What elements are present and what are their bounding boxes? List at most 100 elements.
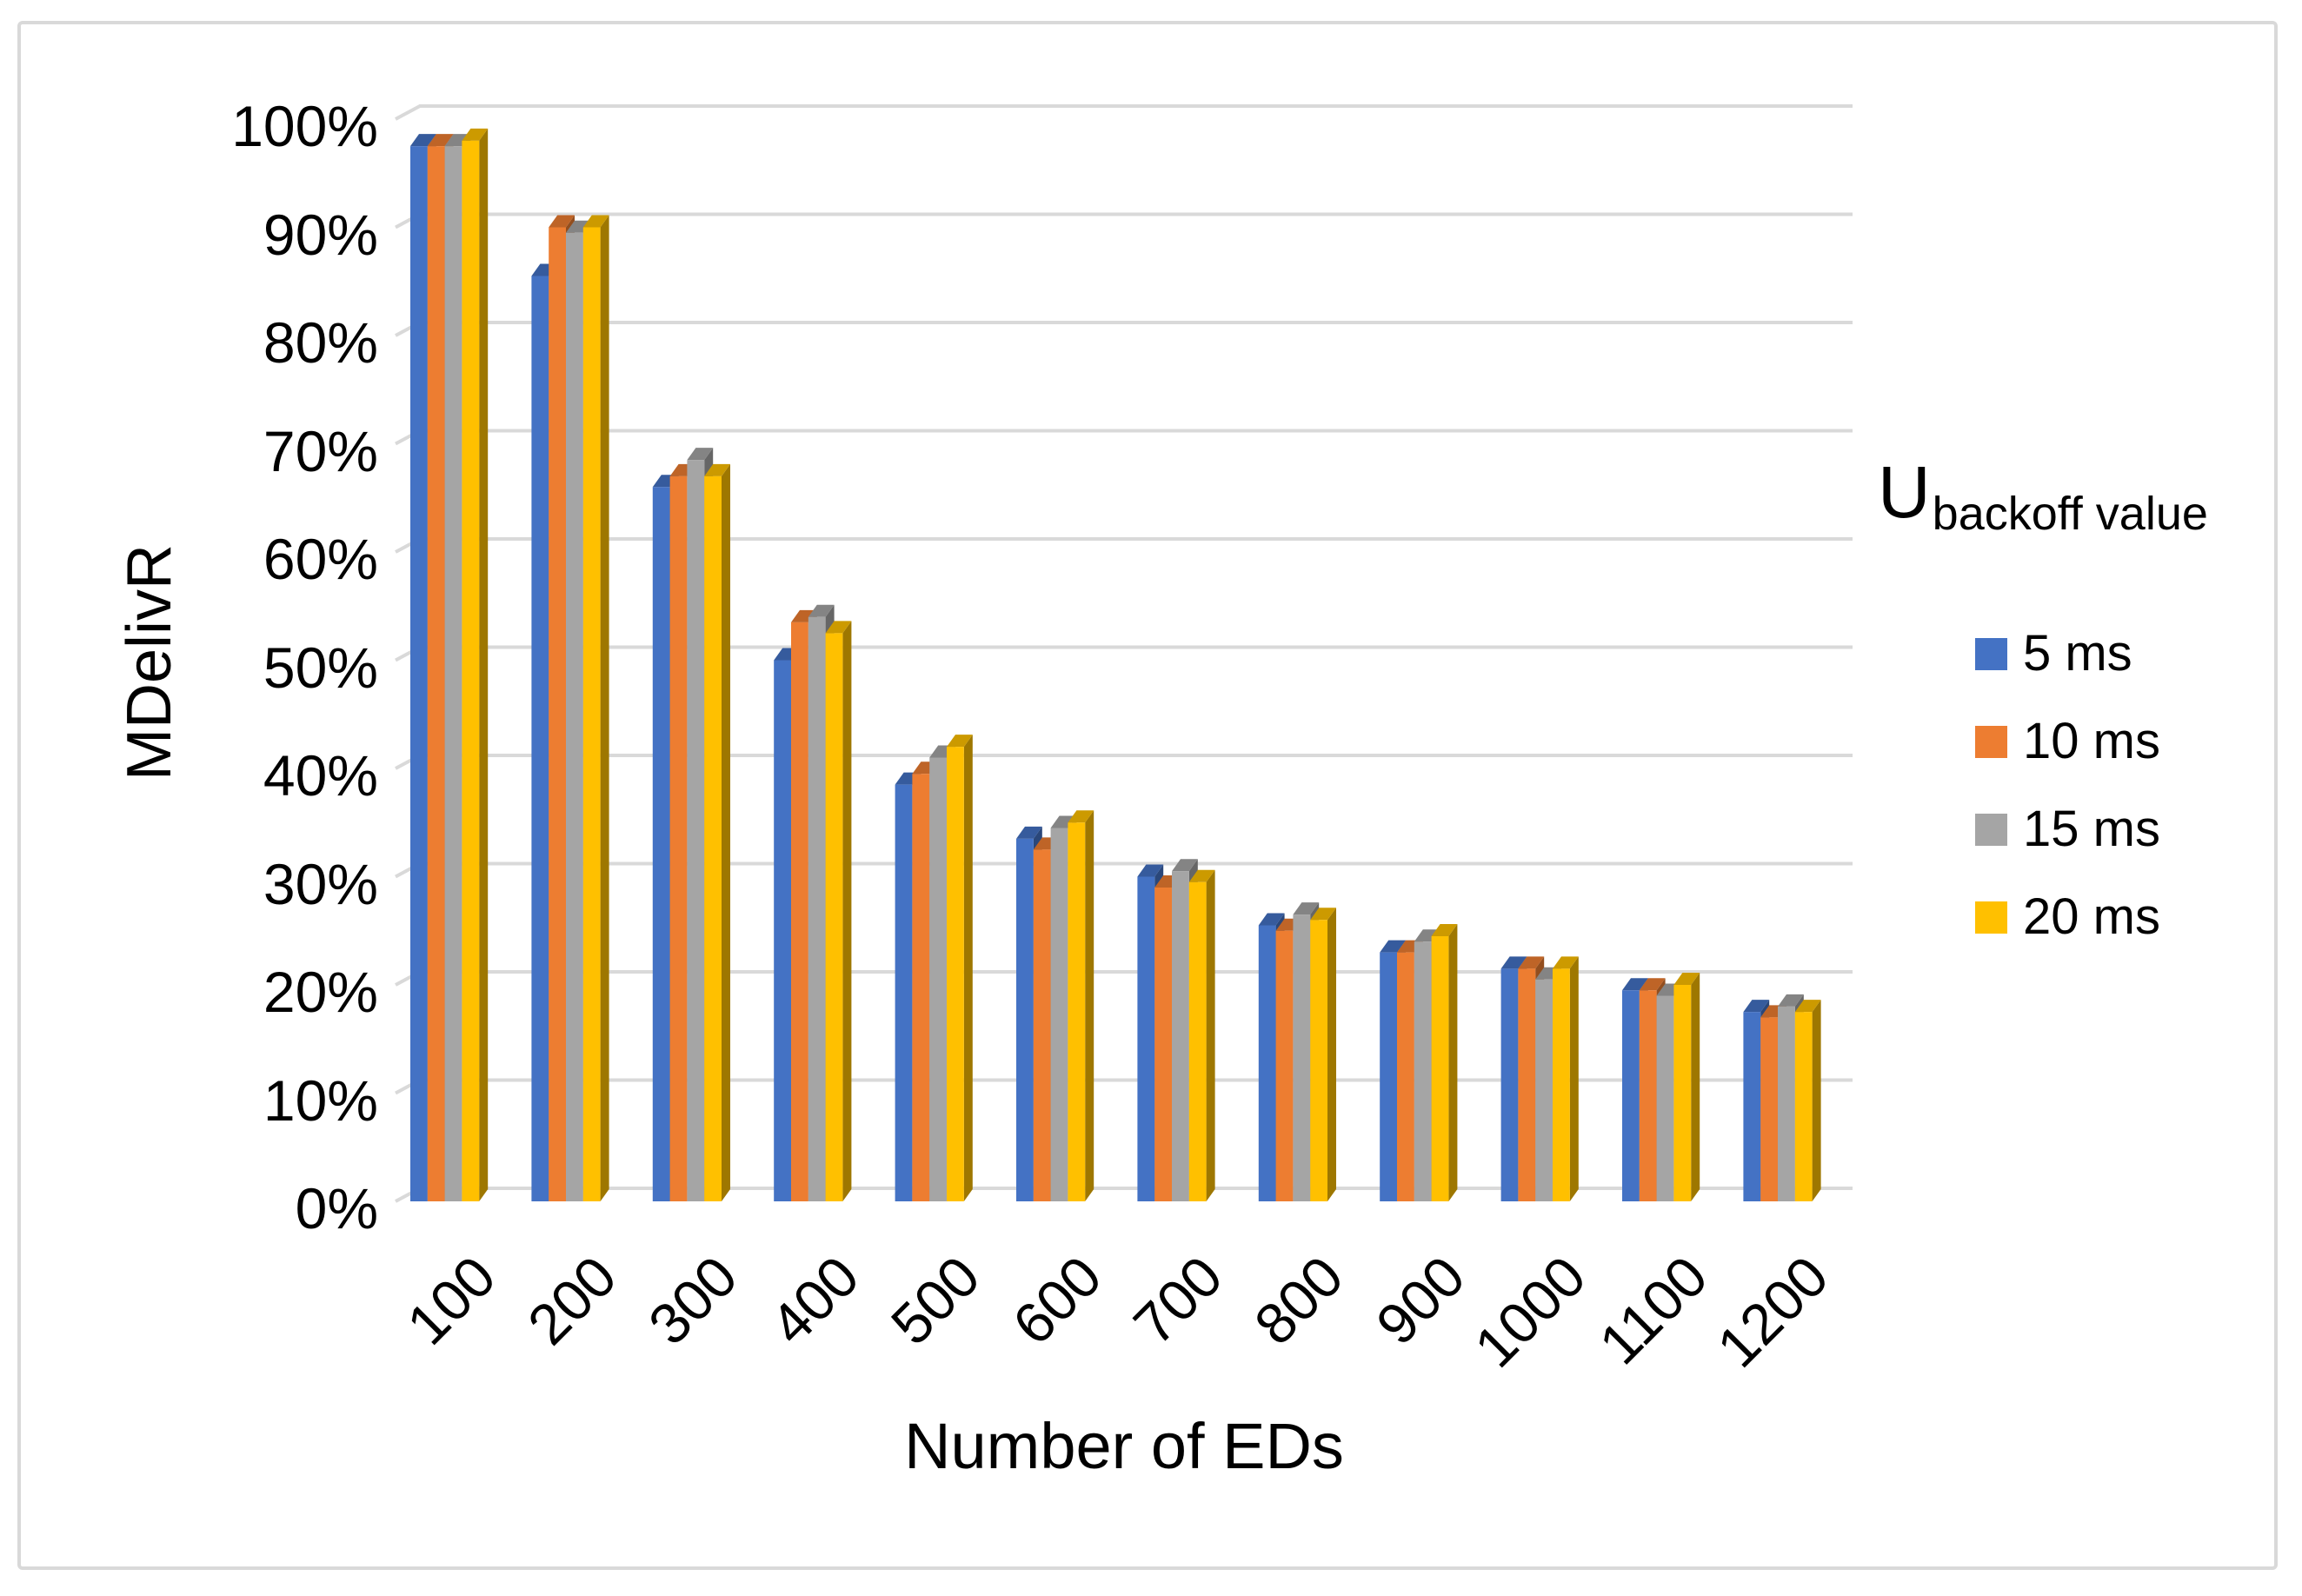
- legend-label: 15 ms: [2023, 801, 2160, 857]
- bar-top-face: [687, 448, 714, 461]
- bar-20ms-800: [1310, 908, 1336, 1201]
- bar-top-face: [1310, 908, 1336, 921]
- bar-side-face: [1691, 973, 1700, 1201]
- bar-front-face: [1622, 990, 1640, 1201]
- bar-side-face: [1327, 908, 1336, 1201]
- bar-front-face: [791, 622, 808, 1201]
- legend-swatch-icon: [1975, 725, 2007, 758]
- bar-20ms-300: [704, 463, 730, 1201]
- y-tick-label-40pct: 40%: [263, 743, 378, 808]
- bar-20ms-900: [1431, 923, 1458, 1201]
- y-tick-label-60pct: 60%: [263, 527, 378, 591]
- bar-side-face: [1448, 923, 1458, 1201]
- legend-label: 5 ms: [2023, 625, 2132, 682]
- bar-20ms-600: [1068, 810, 1094, 1201]
- bar-20ms-500: [947, 735, 973, 1201]
- legend-swatch-icon: [1975, 637, 2007, 670]
- bar-front-face: [1275, 930, 1294, 1201]
- bar-20ms-100: [462, 128, 489, 1201]
- bar-top-face: [704, 463, 730, 476]
- gridline-80: [395, 321, 1853, 337]
- y-tick-label-70pct: 70%: [263, 418, 378, 483]
- bar-top-face: [1258, 913, 1285, 926]
- gridline-70: [395, 429, 1853, 446]
- bar-front-face: [444, 146, 462, 1201]
- bar-top-face: [1553, 956, 1579, 969]
- bar-front-face: [462, 140, 480, 1201]
- bar-front-face: [652, 487, 670, 1201]
- legend-swatch-icon: [1975, 813, 2007, 846]
- bar-front-face: [1500, 968, 1519, 1201]
- bar-front-face: [947, 747, 964, 1201]
- bar-top-face: [1137, 864, 1164, 877]
- bar-top-face: [1639, 978, 1666, 991]
- y-tick-label-30pct: 30%: [263, 851, 378, 916]
- bar-20ms-700: [1188, 869, 1215, 1201]
- bar-front-face: [1673, 985, 1692, 1201]
- legend-title-main: U: [1878, 451, 1931, 533]
- bar-front-face: [1794, 1012, 1813, 1201]
- bar-front-face: [808, 616, 826, 1201]
- bar-front-face: [1033, 849, 1051, 1201]
- y-tick-label-20pct: 20%: [263, 960, 378, 1024]
- bar-front-face: [687, 460, 705, 1201]
- bar-front-face: [549, 227, 566, 1201]
- bar-side-face: [1206, 869, 1215, 1201]
- legend: Ubackoff value 5 ms 10 ms 15 ms 20 ms: [1878, 450, 2286, 974]
- bar-top-face: [1794, 1000, 1821, 1013]
- bar-20ms-400: [825, 621, 852, 1201]
- bar-top-face: [1380, 940, 1406, 953]
- bar-front-face: [895, 784, 913, 1201]
- bar-front-face: [704, 475, 722, 1201]
- bar-side-face: [479, 128, 489, 1201]
- bar-side-face: [1812, 1000, 1821, 1201]
- bar-front-face: [1380, 952, 1397, 1201]
- bar-top-face: [1068, 810, 1094, 823]
- bar-front-face: [825, 633, 843, 1201]
- bar-front-face: [1431, 935, 1449, 1201]
- bar-front-face: [1188, 881, 1207, 1201]
- bar-front-face: [1535, 979, 1553, 1201]
- bar-front-face: [1068, 822, 1086, 1201]
- bar-top-face: [808, 604, 835, 617]
- gridline-60: [395, 537, 1853, 554]
- bar-front-face: [669, 475, 688, 1201]
- bar-top-face: [1016, 826, 1042, 839]
- bar-top-face: [427, 134, 454, 147]
- bar-front-face: [1397, 952, 1414, 1201]
- bar-top-face: [1172, 859, 1198, 872]
- bar-front-face: [1656, 995, 1674, 1201]
- bar-top-face: [1518, 956, 1545, 969]
- legend-items: 5 ms 10 ms 15 ms 20 ms: [1975, 623, 2286, 948]
- bar-top-face: [1414, 929, 1440, 942]
- bar-front-face: [531, 276, 549, 1201]
- bar-top-face: [1188, 869, 1215, 882]
- bar-front-face: [1137, 876, 1155, 1201]
- y-tick-label-100pct: 100%: [231, 94, 378, 158]
- gridline-40: [395, 754, 1853, 770]
- legend-label: 10 ms: [2023, 713, 2160, 769]
- bar-front-face: [1518, 968, 1536, 1201]
- bar-front-face: [1760, 1017, 1778, 1201]
- bar-top-face: [791, 609, 817, 622]
- bar-front-face: [1414, 941, 1432, 1201]
- legend-label: 20 ms: [2023, 888, 2160, 945]
- bar-20ms-1200: [1794, 1000, 1821, 1201]
- bar-front-face: [1778, 1006, 1795, 1201]
- bar-front-face: [582, 227, 601, 1201]
- bar-front-face: [1016, 838, 1034, 1201]
- legend-item-20ms: 20 ms: [1975, 887, 2286, 948]
- bar-front-face: [774, 660, 791, 1201]
- legend-title-subscript: backoff value: [1932, 488, 2208, 540]
- bar-top-face: [1673, 973, 1700, 985]
- figure-border: [17, 21, 2278, 1570]
- bar-front-face: [1258, 925, 1276, 1201]
- bar-side-face: [722, 463, 730, 1201]
- bar-top-face: [825, 621, 852, 634]
- bar-top-face: [1622, 978, 1648, 991]
- gridline-30: [395, 861, 1853, 879]
- bar-top-face: [947, 735, 973, 748]
- bar-20ms-200: [582, 215, 609, 1201]
- bar-top-face: [1743, 1000, 1770, 1013]
- bar-side-face: [600, 215, 609, 1201]
